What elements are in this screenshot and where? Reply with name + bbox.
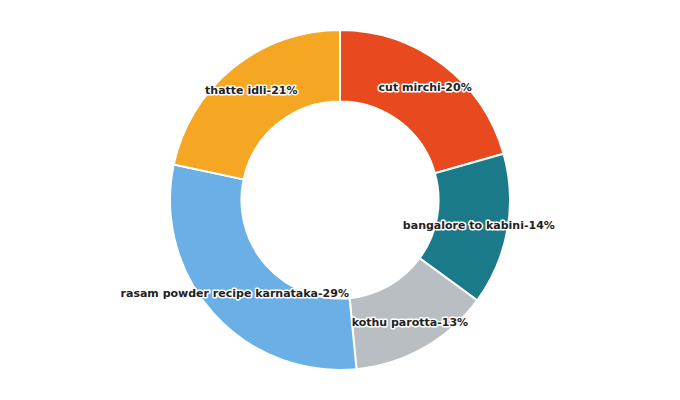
donut-group: cut mirchi-20% bangalore to kabini-14% kot… [121, 30, 555, 370]
slice-label: kothu parotta-13% [352, 316, 468, 329]
slice-label: rasam powder recipe karnataka-29% [121, 287, 349, 300]
slice [350, 258, 478, 369]
slice-labels: cut mirchi-20% bangalore to kabini-14% kot… [121, 81, 555, 329]
slice-label: bangalore to kabini-14% [403, 219, 555, 232]
slices [170, 30, 510, 370]
chart-svg: cut mirchi-20% bangalore to kabini-14% kot… [0, 0, 680, 400]
slice-label: cut mirchi-20% [379, 81, 472, 94]
slice-label: thatte idli-21% [205, 84, 297, 97]
slice [340, 30, 504, 173]
slice [170, 164, 356, 370]
slice [174, 30, 340, 179]
